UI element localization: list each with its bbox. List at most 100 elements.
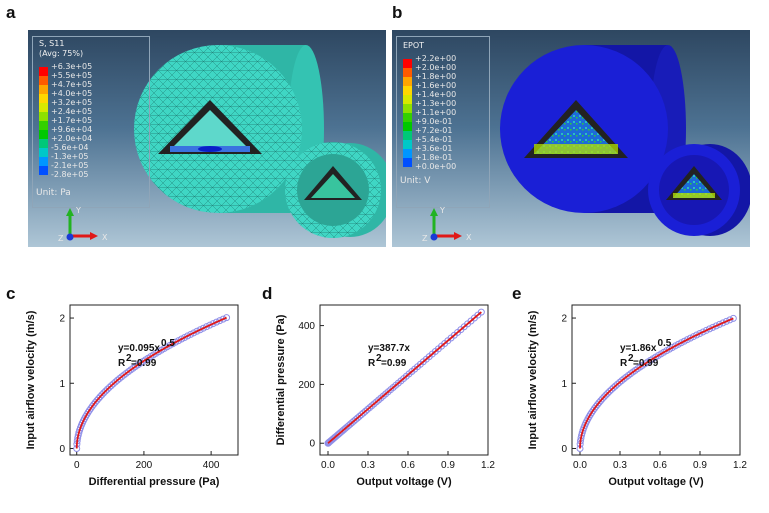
legend-tick: +1.8e-01 xyxy=(415,153,453,162)
potential-model-svg xyxy=(500,45,750,236)
fit-line xyxy=(327,311,482,444)
data-point xyxy=(600,393,608,401)
data-point xyxy=(361,407,369,415)
data-point xyxy=(616,378,624,386)
y-tick-label: 200 xyxy=(298,380,315,391)
x-axis-label: Differential pressure (Pa) xyxy=(89,476,220,488)
data-point xyxy=(607,386,615,394)
legend-color-bar xyxy=(403,59,412,167)
legend-tick: +3.6e-01 xyxy=(415,144,453,153)
data-point xyxy=(370,400,378,408)
data-point xyxy=(357,411,365,419)
chart-c: 0 200 400 0 1 2 Differential pressure (Pa) Inpu… xyxy=(8,283,258,508)
chart-d: 0.0 0.3 0.6 0.9 1.2 0 200 400 Output voltage (V)… xyxy=(258,283,508,508)
legend-tick: +0.0e+00 xyxy=(415,162,457,171)
legend-tick: +4.0e+05 xyxy=(51,89,93,98)
legend-tick: +1.4e+00 xyxy=(415,90,457,99)
legend-tick: +5.4e-01 xyxy=(415,135,453,144)
legend-ticks: +2.2e+00 +2.0e+00 +1.8e+00 +1.6e+00 +1.4… xyxy=(415,54,456,171)
plot-frame xyxy=(319,304,489,456)
data-point xyxy=(377,394,385,402)
data-point xyxy=(366,404,374,412)
r-squared-value: =0.99 xyxy=(381,358,407,369)
small-triangle-cavity xyxy=(311,174,355,198)
data-point xyxy=(209,320,217,328)
legend-color-bar xyxy=(39,67,48,175)
axis-z-label: Z xyxy=(58,234,64,243)
fit-equation-exponent: 0.5 xyxy=(161,338,175,349)
legend-tick: +1.7e+05 xyxy=(51,116,93,125)
data-point xyxy=(618,377,626,385)
legend-tick: +7.2e-01 xyxy=(415,126,453,135)
legend-tick: +9.0e-01 xyxy=(415,117,453,126)
legend-ticks: +6.3e+05 +5.5e+05 +4.7e+05 +4.0e+05 +3.2… xyxy=(51,62,92,179)
data-point xyxy=(216,317,224,325)
y-tick-label: 1 xyxy=(561,379,567,390)
x-tick-label: 0.6 xyxy=(653,460,667,471)
legend-tick: +1.1e+00 xyxy=(415,108,457,117)
legend-title: S, S11 xyxy=(39,39,65,48)
legend-tick: +2.0e+04 xyxy=(51,134,93,143)
panel-label-d: d xyxy=(262,284,273,303)
data-point xyxy=(709,323,717,331)
data-point xyxy=(609,384,617,392)
data-point xyxy=(212,318,220,326)
panel-label-c: c xyxy=(6,284,16,303)
x-tick-label: 0.0 xyxy=(321,460,335,471)
data-point xyxy=(372,398,380,406)
data-point xyxy=(219,315,227,323)
y-axis-label: Input airflow velocity (m/s) xyxy=(527,310,539,449)
x-tick-label: 0.3 xyxy=(361,460,375,471)
data-point xyxy=(364,405,372,413)
data-point xyxy=(107,382,115,390)
legend-tick: -2.1e+05 xyxy=(51,161,89,170)
chart-e-svg: 0.0 0.3 0.6 0.9 1.2 0 1 2 Output voltage (V) Inpu… xyxy=(527,304,747,488)
r-squared-label: R xyxy=(118,358,126,369)
y-tick-label: 0 xyxy=(309,439,315,450)
data-point xyxy=(95,395,103,403)
y-tick-label: 400 xyxy=(298,321,315,332)
plot-frame xyxy=(571,304,741,456)
x-tick-label: 0.9 xyxy=(693,460,707,471)
chart-d-svg: 0.0 0.3 0.6 0.9 1.2 0 200 400 Output voltage (V)… xyxy=(275,304,495,488)
legend-tick: -1.3e+05 xyxy=(51,152,89,161)
x-axis-label: Output voltage (V) xyxy=(608,476,704,488)
r-squared-exponent: 2 xyxy=(376,353,382,364)
x-tick-label: 0.6 xyxy=(401,460,415,471)
legend-tick: +4.7e+05 xyxy=(51,80,93,89)
fit-equation: y=0.095x xyxy=(118,343,160,354)
data-point xyxy=(622,373,630,381)
panel-label-b: b xyxy=(392,3,403,22)
r-squared-label: R xyxy=(368,358,376,369)
coordinate-triad-icon: Y X Z xyxy=(422,206,472,243)
data-point xyxy=(223,314,231,322)
small-triangle-cavity xyxy=(673,174,715,198)
legend-title: EPOT xyxy=(403,41,425,50)
data-point xyxy=(726,316,734,324)
legend-tick: +3.2e+05 xyxy=(51,98,93,107)
legend-tick: +1.8e+00 xyxy=(415,72,457,81)
potential-legend: EPOT +2.2e+00 +2.0e+00 +1.8e+00 +1.6e+00… xyxy=(396,36,490,208)
stress-simulation-panel: S, S11 (Avg: 75%) +6.3e+05 +5.5e+05 +4.7… xyxy=(28,30,386,247)
data-point xyxy=(606,387,614,395)
y-axis-label: Differential pressure (Pa) xyxy=(275,314,287,445)
legend-tick: +5.5e+05 xyxy=(51,71,93,80)
data-point xyxy=(120,371,128,379)
data-point xyxy=(375,396,383,404)
legend-tick: +1.3e+00 xyxy=(415,99,457,108)
data-point xyxy=(598,395,606,403)
data-point xyxy=(696,329,704,337)
data-point xyxy=(719,319,727,327)
data-point xyxy=(699,328,707,336)
plot-frame xyxy=(69,304,239,456)
panel-label-a: a xyxy=(6,3,16,22)
data-point xyxy=(113,376,121,384)
data-point xyxy=(203,323,211,331)
data-point xyxy=(118,373,126,381)
r-squared-value: =0.99 xyxy=(633,358,659,369)
legend-tick: +6.3e+05 xyxy=(51,62,93,71)
x-tick-label: 0.0 xyxy=(573,460,587,471)
data-point xyxy=(111,378,119,386)
large-triangle-cavity xyxy=(534,110,618,154)
x-tick-label: 400 xyxy=(203,460,220,471)
